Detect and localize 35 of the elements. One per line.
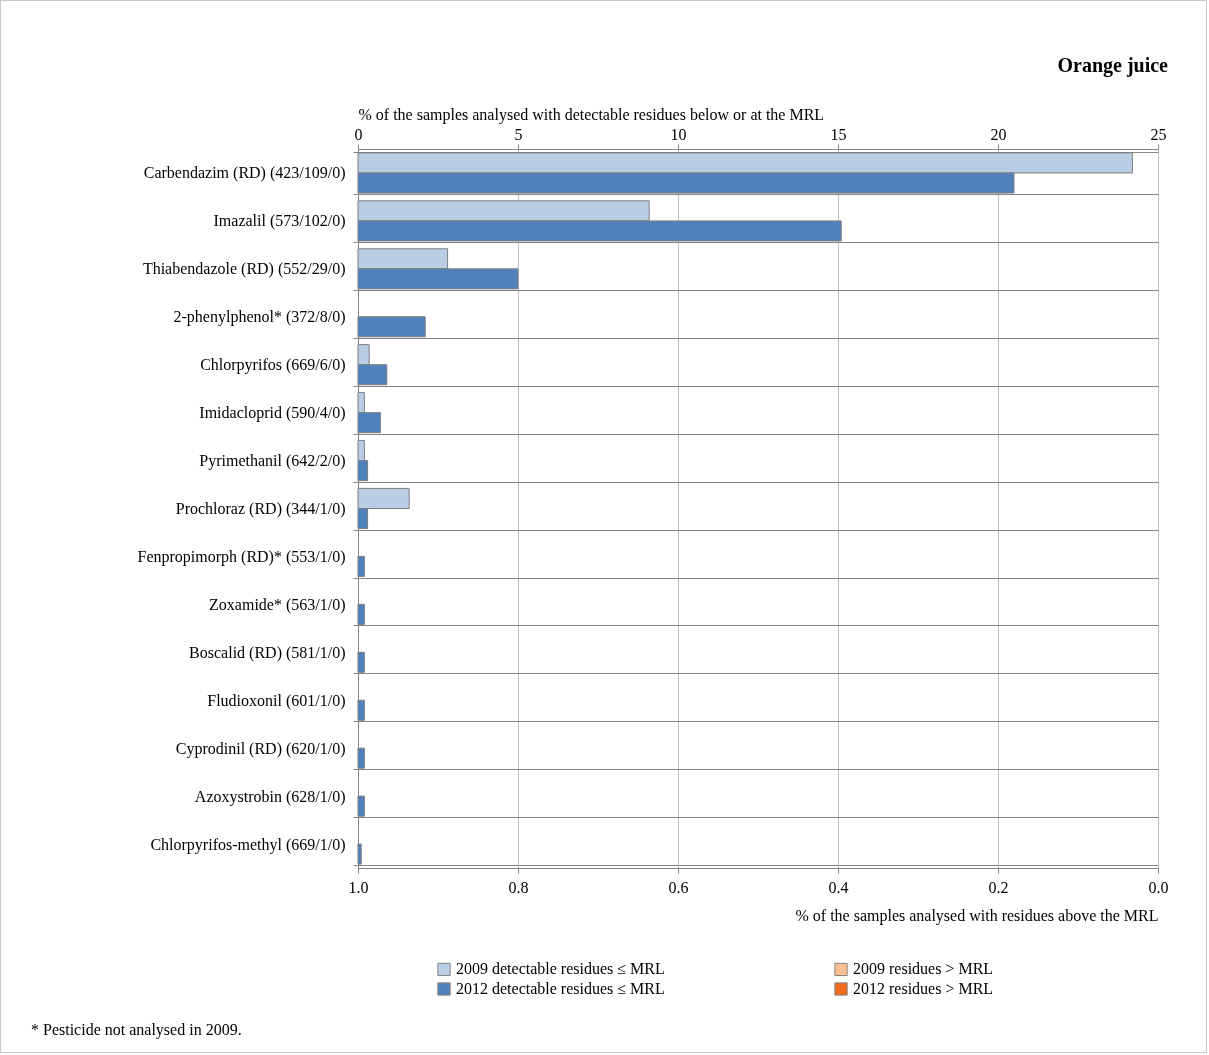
y-tick-label: Fludioxonil (601/1/0) [207, 691, 346, 710]
legend-label: 2009 residues > MRL [853, 960, 994, 978]
legend-label: 2009 detectable residues ≤ MRL [456, 960, 665, 978]
y-tick-label: Fenpropimorph (RD)* (553/1/0) [137, 547, 346, 566]
y-tick-label: Imidacloprid (590/4/0) [199, 404, 346, 423]
y-tick-label: Chlorpyrifos-methyl (669/1/0) [150, 835, 346, 854]
x2-tick-label: 10 [670, 125, 687, 143]
y-tick-label: 2-phenylphenol* (372/8/0) [173, 308, 346, 327]
y-tick-label: Thiabendazole (RD) (552/29/0) [142, 260, 346, 279]
y-tick-label: Cyprodinil (RD) (620/1/0) [175, 739, 346, 758]
x-tick-label: 0.6 [668, 878, 689, 896]
x-tick-label: 0.2 [988, 878, 1009, 896]
y-tick-label: Imazalil (573/102/0) [213, 212, 346, 231]
x2-tick-label: 0 [354, 125, 363, 143]
y-tick-label: Boscalid (RD) (581/1/0) [189, 643, 346, 662]
x2-tick-label: 20 [990, 125, 1007, 143]
legend-label: 2012 residues > MRL [853, 980, 994, 997]
chart-title: Orange juice [1057, 54, 1169, 77]
text: * Pesticide not analysed in 2009. [31, 1021, 242, 1039]
y-tick-label: Prochloraz (RD) (344/1/0) [175, 500, 346, 518]
y-tick-label: Azoxystrobin (628/1/0) [194, 787, 346, 806]
y-tick-label: Chlorpyrifos (669/6/0) [200, 356, 346, 375]
x2-tick-label: 15 [830, 125, 847, 143]
x-tick-label: 1.0 [348, 878, 369, 896]
y-tick-label: Zoxamide* (563/1/0) [209, 595, 346, 614]
x2-tick-label: 25 [1150, 125, 1167, 143]
x2-axis-title: % of the samples analysed with detectable residues below or at the MRL [358, 105, 825, 124]
y-tick-label: Pyrimethanil (642/2/0) [199, 452, 346, 471]
x-axis-title: % of the samples analysed with residues above the MRL [795, 906, 1159, 925]
legend-label: 2012 detectable residues ≤ MRL [456, 980, 665, 997]
x-tick-label: 0.4 [828, 878, 849, 896]
x-tick-label: 0.0 [1148, 878, 1169, 896]
x-tick-label: 0.8 [508, 878, 529, 896]
x2-tick-label: 5 [514, 125, 523, 143]
y-tick-label: Carbendazim (RD) (423/109/0) [143, 164, 346, 183]
